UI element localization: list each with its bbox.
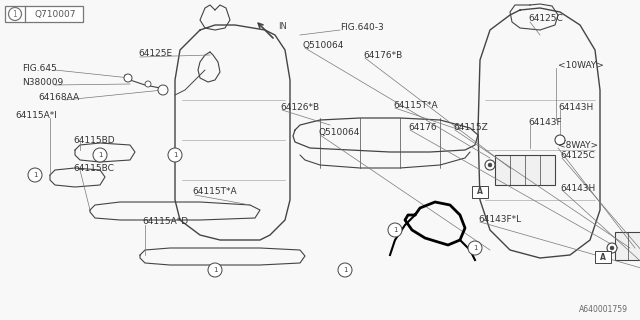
Circle shape [555,135,565,145]
Text: 64125C: 64125C [560,150,595,159]
FancyBboxPatch shape [595,251,611,263]
Circle shape [468,241,482,255]
FancyBboxPatch shape [5,6,83,22]
Text: Q510064: Q510064 [302,41,344,50]
FancyBboxPatch shape [495,155,555,185]
Circle shape [8,7,22,20]
Circle shape [610,246,614,250]
Text: A: A [477,188,483,196]
Text: Q710007: Q710007 [35,10,76,19]
Circle shape [168,148,182,162]
Text: 64115A*D: 64115A*D [142,218,188,227]
Circle shape [158,85,168,95]
Text: 64176: 64176 [408,123,436,132]
Text: 1: 1 [13,10,17,19]
Text: 1: 1 [33,172,37,178]
Text: 1: 1 [393,227,397,233]
FancyBboxPatch shape [472,186,488,198]
Text: 64143F*L: 64143F*L [478,215,521,225]
Text: A: A [600,252,606,261]
Text: 64125E: 64125E [138,49,172,58]
Text: N380009: N380009 [22,77,63,86]
Text: 1: 1 [212,267,217,273]
Circle shape [338,263,352,277]
Text: 1: 1 [473,245,477,251]
Text: 64115T*A: 64115T*A [192,188,237,196]
Circle shape [485,160,495,170]
Circle shape [208,263,222,277]
Circle shape [28,168,42,182]
Text: 64143H: 64143H [560,183,595,193]
Text: 1: 1 [173,152,177,158]
Circle shape [145,81,151,87]
Text: 1: 1 [98,152,102,158]
Circle shape [607,243,617,253]
Text: 64168AA: 64168AA [38,92,79,101]
Text: <8WAY>: <8WAY> [558,140,598,149]
Text: 64115T*A: 64115T*A [393,100,438,109]
Text: 64125C: 64125C [528,13,563,22]
Text: 64115BD: 64115BD [73,135,115,145]
FancyBboxPatch shape [615,232,640,260]
Text: 64143H: 64143H [558,102,593,111]
Text: 64115Z: 64115Z [453,123,488,132]
Text: 64126*B: 64126*B [280,102,319,111]
Circle shape [93,148,107,162]
Text: FIG.640-3: FIG.640-3 [340,22,384,31]
Text: 1: 1 [343,267,348,273]
Text: A640001759: A640001759 [579,306,628,315]
Circle shape [124,74,132,82]
Text: 64143F: 64143F [528,117,562,126]
Text: 64115A*I: 64115A*I [15,110,57,119]
Text: IN: IN [278,21,287,30]
Text: FIG.645: FIG.645 [22,63,57,73]
Text: <10WAY>: <10WAY> [558,60,604,69]
Text: Q510064: Q510064 [318,127,360,137]
Circle shape [488,163,492,167]
Circle shape [388,223,402,237]
Text: 64115BC: 64115BC [73,164,114,172]
Text: 64176*B: 64176*B [363,51,403,60]
